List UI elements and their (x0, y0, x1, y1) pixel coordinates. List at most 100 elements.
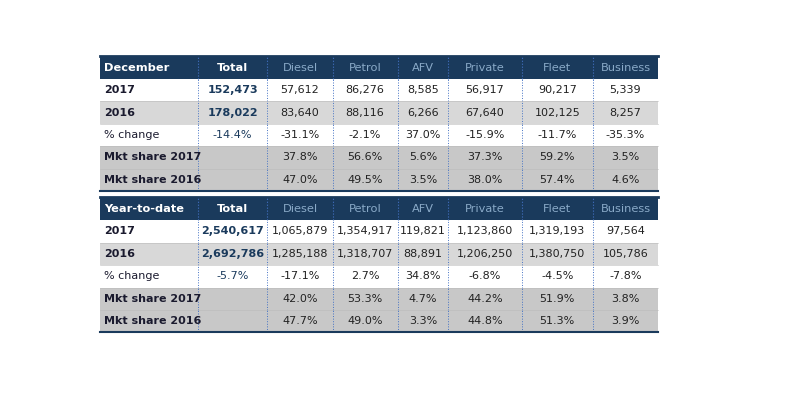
Bar (198, 220, 267, 243)
Text: 67,640: 67,640 (466, 108, 504, 118)
Text: 86,276: 86,276 (346, 85, 385, 95)
Text: 8,585: 8,585 (407, 85, 439, 95)
Text: -11.7%: -11.7% (538, 130, 577, 140)
Text: 1,318,707: 1,318,707 (337, 249, 394, 259)
Bar (593, 124, 658, 146)
Text: -31.1%: -31.1% (280, 130, 319, 140)
Text: 5,339: 5,339 (610, 85, 642, 95)
Text: 51.3%: 51.3% (540, 316, 575, 326)
Bar (449, 243, 522, 265)
Bar (198, 310, 267, 332)
Text: Fleet: Fleet (543, 204, 571, 214)
Text: Mkt share 2016: Mkt share 2016 (104, 175, 202, 185)
Bar (198, 124, 267, 146)
Text: % change: % change (104, 130, 160, 140)
Text: 1,206,250: 1,206,250 (457, 249, 513, 259)
Bar (267, 169, 333, 191)
Bar (593, 146, 658, 169)
Bar (398, 310, 449, 332)
Text: 3.8%: 3.8% (611, 294, 640, 304)
Text: Private: Private (465, 204, 505, 214)
Text: 57.4%: 57.4% (539, 175, 575, 185)
Bar (100, 243, 198, 265)
Bar (398, 124, 449, 146)
Text: AFV: AFV (412, 63, 434, 73)
Text: 44.2%: 44.2% (467, 294, 503, 304)
Text: 34.8%: 34.8% (406, 271, 441, 281)
Bar (198, 243, 267, 265)
Bar (398, 101, 449, 124)
Text: 2.7%: 2.7% (350, 271, 379, 281)
Text: 37.3%: 37.3% (467, 152, 502, 162)
Text: Petrol: Petrol (349, 63, 382, 73)
Bar (593, 220, 658, 243)
Text: December: December (104, 63, 170, 73)
Bar (100, 288, 198, 310)
Bar (333, 310, 398, 332)
Bar (398, 288, 449, 310)
Bar (198, 57, 267, 79)
Bar (593, 79, 658, 101)
Bar (522, 198, 593, 220)
Text: -14.4%: -14.4% (213, 130, 253, 140)
Bar (522, 101, 593, 124)
Text: -6.8%: -6.8% (469, 271, 502, 281)
Text: 178,022: 178,022 (207, 108, 258, 118)
Text: 88,116: 88,116 (346, 108, 385, 118)
Text: 4.6%: 4.6% (611, 175, 640, 185)
Text: 2016: 2016 (104, 249, 135, 259)
Bar (522, 310, 593, 332)
Text: Mkt share 2016: Mkt share 2016 (104, 316, 202, 326)
Bar (593, 57, 658, 79)
Bar (100, 79, 198, 101)
Text: -15.9%: -15.9% (466, 130, 505, 140)
Bar (593, 288, 658, 310)
Text: 2,692,786: 2,692,786 (201, 249, 264, 259)
Bar (593, 198, 658, 220)
Text: 83,640: 83,640 (281, 108, 319, 118)
Bar (522, 288, 593, 310)
Text: 1,285,188: 1,285,188 (272, 249, 328, 259)
Text: Fleet: Fleet (543, 63, 571, 73)
Bar (333, 146, 398, 169)
Bar (593, 310, 658, 332)
Bar (522, 79, 593, 101)
Text: Private: Private (465, 63, 505, 73)
Bar (522, 57, 593, 79)
Text: 1,354,917: 1,354,917 (337, 227, 394, 237)
Bar (449, 198, 522, 220)
Text: 59.2%: 59.2% (539, 152, 575, 162)
Bar (398, 146, 449, 169)
Text: 56,917: 56,917 (466, 85, 504, 95)
Bar (198, 169, 267, 191)
Text: 49.0%: 49.0% (347, 316, 383, 326)
Bar (333, 288, 398, 310)
Text: Mkt share 2017: Mkt share 2017 (104, 294, 202, 304)
Text: 3.5%: 3.5% (611, 152, 639, 162)
Bar (449, 79, 522, 101)
Text: 90,217: 90,217 (538, 85, 577, 95)
Bar (398, 198, 449, 220)
Bar (333, 265, 398, 288)
Bar (267, 57, 333, 79)
Bar (398, 169, 449, 191)
Text: 3.5%: 3.5% (409, 175, 437, 185)
Bar (449, 220, 522, 243)
Bar (333, 220, 398, 243)
Bar (100, 220, 198, 243)
Text: 1,065,879: 1,065,879 (272, 227, 328, 237)
Text: Business: Business (600, 63, 650, 73)
Bar (522, 124, 593, 146)
Bar (449, 169, 522, 191)
Text: 47.7%: 47.7% (282, 316, 318, 326)
Bar (100, 57, 198, 79)
Bar (198, 146, 267, 169)
Text: 2,540,617: 2,540,617 (202, 227, 264, 237)
Text: Total: Total (217, 63, 248, 73)
Text: 8,257: 8,257 (610, 108, 642, 118)
Text: 2017: 2017 (104, 85, 135, 95)
Text: 119,821: 119,821 (400, 227, 446, 237)
Text: 1,319,193: 1,319,193 (529, 227, 586, 237)
Text: 3.3%: 3.3% (409, 316, 437, 326)
Text: 5.6%: 5.6% (409, 152, 437, 162)
